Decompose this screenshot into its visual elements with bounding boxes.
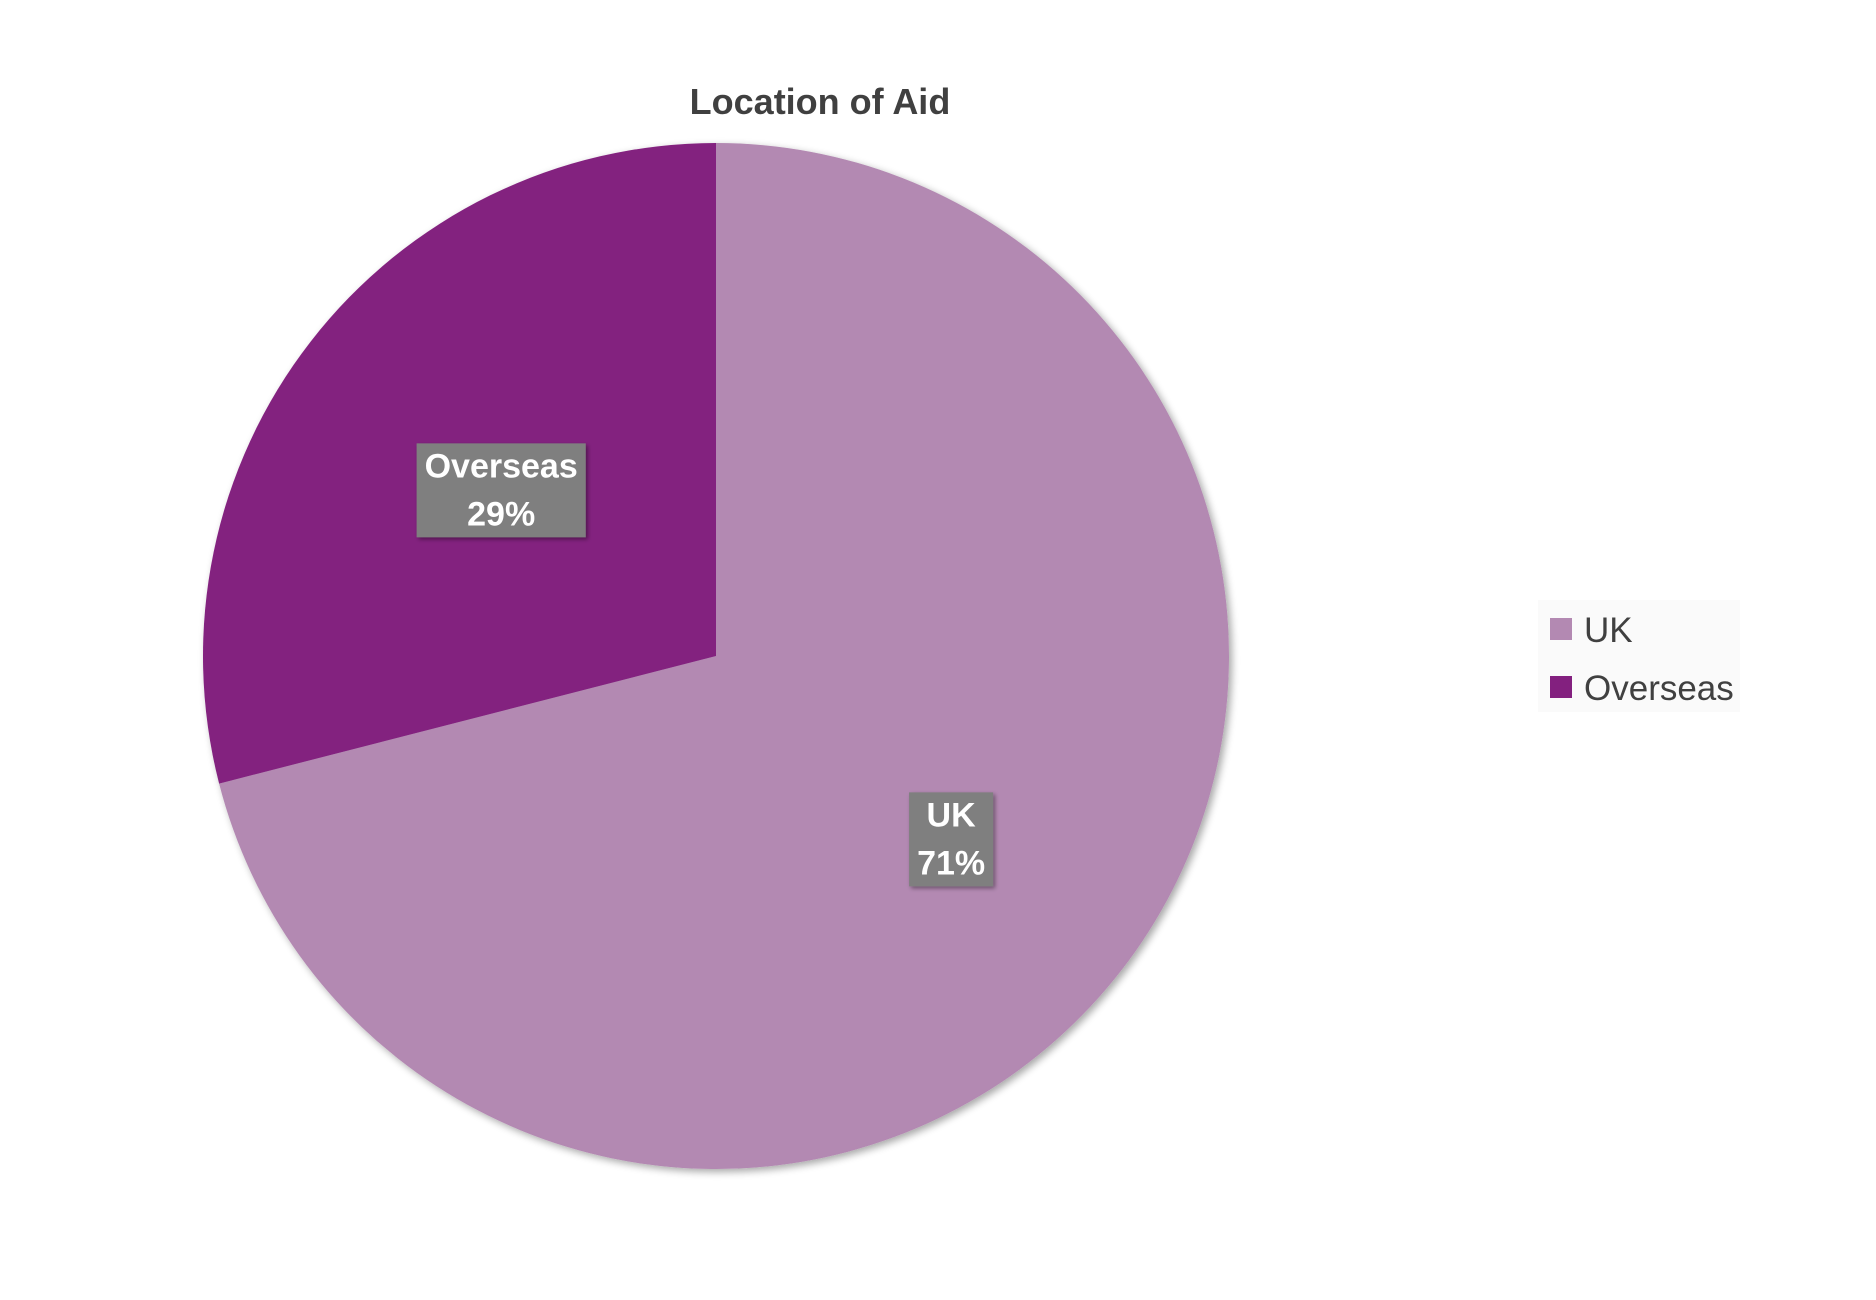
- data-label-overseas: Overseas 29%: [416, 443, 586, 538]
- pie-slices: [202, 143, 1230, 1170]
- data-label-background: [416, 443, 586, 538]
- data-label-category: Overseas: [425, 447, 578, 485]
- legend: UK Overseas: [1550, 611, 1734, 708]
- data-label-value: 71%: [917, 844, 985, 882]
- legend-swatch-uk: [1550, 618, 1572, 640]
- pie-slice-uk: [219, 143, 1230, 1170]
- legend-label-overseas: Overseas: [1584, 669, 1734, 708]
- data-label-value: 29%: [467, 495, 535, 533]
- legend-label-uk: UK: [1584, 611, 1633, 650]
- data-labels: UK 71% Overseas 29%: [416, 443, 994, 887]
- legend-swatch-overseas: [1550, 676, 1572, 698]
- data-label-background: [909, 792, 994, 887]
- data-label-uk: UK 71%: [909, 792, 994, 887]
- chart-title: Location of Aid: [690, 81, 951, 122]
- data-label-category: UK: [927, 796, 977, 834]
